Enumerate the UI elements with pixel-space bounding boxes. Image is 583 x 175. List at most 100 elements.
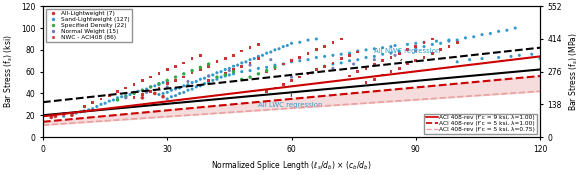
Point [511,27,520,29]
Point [47,116,56,119]
Point [138,89,147,92]
Point [196,68,205,71]
Point [154,72,164,75]
Point [175,92,184,95]
Point [287,59,296,62]
Point [72,112,81,114]
Point [146,86,155,88]
Point [175,87,184,89]
Point [303,72,312,75]
Point [345,52,354,55]
Point [477,57,487,60]
Point [200,82,209,85]
Point [229,68,238,71]
Point [192,80,201,83]
Point [303,39,312,41]
Point [419,45,429,48]
Point [187,88,196,90]
Y-axis label: Bar Stress (f$_s$) (MPa): Bar Stress (f$_s$) (MPa) [568,32,580,111]
Point [129,92,139,95]
Point [142,88,151,90]
Point [295,56,304,59]
Point [88,101,97,104]
Point [502,29,511,32]
Point [138,89,147,92]
Point [138,96,147,99]
Point [88,107,97,110]
Point [527,53,536,56]
Point [345,59,354,62]
Point [469,35,479,38]
Point [271,87,280,89]
Point [245,58,255,61]
Point [67,113,76,116]
Point [436,48,445,51]
Point [171,76,180,79]
Point [51,115,60,118]
Point [154,82,164,85]
Point [245,46,255,49]
Point [224,74,234,76]
Point [403,63,412,65]
Point [163,80,172,83]
Point [183,89,192,92]
Point [229,72,238,75]
Point [494,30,503,33]
Point [204,63,213,65]
Point [80,105,89,108]
Point [59,115,68,118]
Point [67,114,76,117]
Point [159,92,168,95]
Point [171,65,180,68]
Point [104,94,114,97]
Point [395,50,404,52]
Point [179,84,188,87]
Point [150,84,160,87]
Point [378,53,387,56]
Point [295,76,304,79]
Point [237,65,247,68]
Point [125,93,135,96]
Point [146,76,155,79]
Point [245,69,255,72]
Point [113,90,122,93]
Point [121,95,131,98]
Point [163,68,172,71]
Point [159,81,168,84]
Point [444,40,454,43]
Point [146,86,155,88]
Y-axis label: Bar Stress (f$_s$) (ksi): Bar Stress (f$_s$) (ksi) [3,35,15,108]
Point [121,87,131,89]
Point [349,63,359,65]
Point [535,57,545,60]
Point [328,41,338,44]
Point [237,50,247,52]
Point [287,76,296,79]
Point [312,38,321,40]
Point [134,90,143,93]
Point [192,86,201,88]
Point [432,40,441,43]
Point [254,72,263,75]
Point [320,45,329,48]
Point [212,60,222,63]
Point [271,48,280,51]
Point [403,48,412,51]
Point [312,68,321,71]
Point [129,96,139,99]
Point [92,105,101,108]
Point [428,43,437,46]
Point [303,52,312,55]
Point [262,70,271,73]
Point [138,93,147,96]
Point [353,51,363,53]
Point [328,67,338,70]
Point [262,90,271,93]
Point [444,45,454,48]
Point [154,83,164,86]
Point [129,91,139,94]
Point [312,56,321,59]
Point [150,92,160,95]
Point [129,83,139,86]
Point [320,65,329,68]
